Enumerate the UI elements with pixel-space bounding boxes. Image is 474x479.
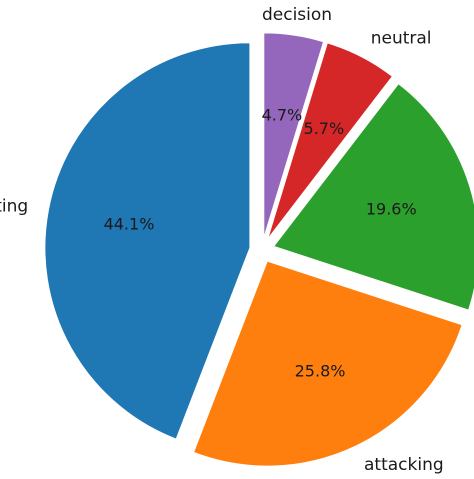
pie-slice-4	[263, 32, 325, 238]
pie-labels: 44.1% ting 25.8% attacking 19.6% 5.7% neutral 4…	[0, 5, 444, 475]
pie-pct-label-2: 19.6%	[366, 199, 417, 218]
pie-category-label-0: ting	[0, 196, 28, 216]
pie-slice-0	[44, 42, 251, 440]
pie-category-label-1: attacking	[364, 455, 444, 474]
pie-category-label-3: neutral	[371, 29, 432, 49]
pie-pct-label-0: 44.1%	[104, 215, 155, 234]
pie-pct-label-1: 25.8%	[295, 362, 346, 381]
pie-pct-label-3: 5.7%	[304, 119, 345, 138]
pie-pct-label-4: 4.7%	[262, 106, 303, 125]
pie-slices	[44, 32, 474, 467]
pie-slice-1	[192, 260, 463, 467]
pie-category-label-4: decision	[262, 5, 332, 25]
pie-slice-3	[267, 42, 394, 240]
pie-slice-2	[272, 82, 474, 311]
